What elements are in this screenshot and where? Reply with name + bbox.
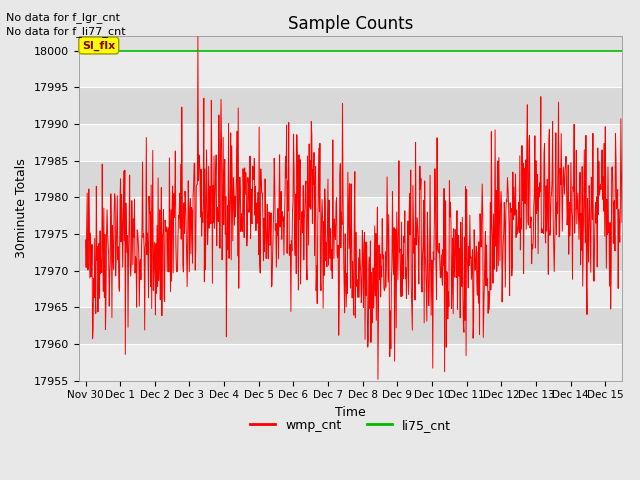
Bar: [79, 124, 623, 161]
Legend: wmp_cnt, li75_cnt: wmp_cnt, li75_cnt: [246, 414, 456, 436]
Bar: [79, 87, 623, 124]
Title: Sample Counts: Sample Counts: [288, 15, 413, 33]
Bar: [79, 271, 623, 307]
Text: No data for f_li77_cnt: No data for f_li77_cnt: [6, 26, 126, 37]
Text: No data for f_lgr_cnt: No data for f_lgr_cnt: [6, 12, 120, 23]
X-axis label: Time: Time: [335, 406, 366, 419]
Bar: [79, 161, 623, 197]
Bar: [79, 50, 623, 87]
Bar: [79, 307, 623, 344]
Bar: [79, 234, 623, 271]
Y-axis label: 30minute Totals: 30minute Totals: [15, 158, 28, 258]
Bar: [79, 344, 623, 381]
Bar: [79, 197, 623, 234]
Text: Sl_flx: Sl_flx: [82, 40, 115, 50]
